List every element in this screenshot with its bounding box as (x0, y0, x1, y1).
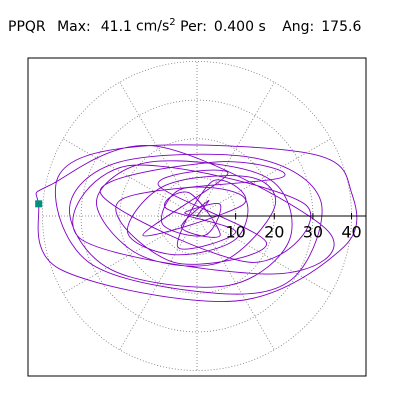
grid-spoke (196, 81, 275, 217)
r-tick-label: 10 (225, 223, 245, 242)
r-tick-label: 20 (264, 223, 284, 242)
frame (27, 57, 367, 377)
max-marker (35, 200, 43, 208)
r-tick-label: 40 (341, 223, 361, 242)
max-unit: cm/s (135, 18, 170, 35)
r-tick-label: 30 (303, 223, 323, 242)
period-label: Per: (180, 18, 207, 35)
max-unit-exp: 2 (169, 17, 176, 28)
motion-trace (35, 144, 358, 302)
angle-label: Ang: (282, 18, 315, 35)
angle: 175.6 (321, 18, 362, 35)
chart-title: PPQR Max: 41.1 cm/s2 Per: 0.400 s Ang: 175.6 (8, 17, 368, 35)
period: 0.400 s (213, 18, 266, 35)
max-label: Max: (57, 18, 91, 35)
max-value: 41.1 (100, 18, 132, 35)
station: PPQR (8, 18, 46, 35)
